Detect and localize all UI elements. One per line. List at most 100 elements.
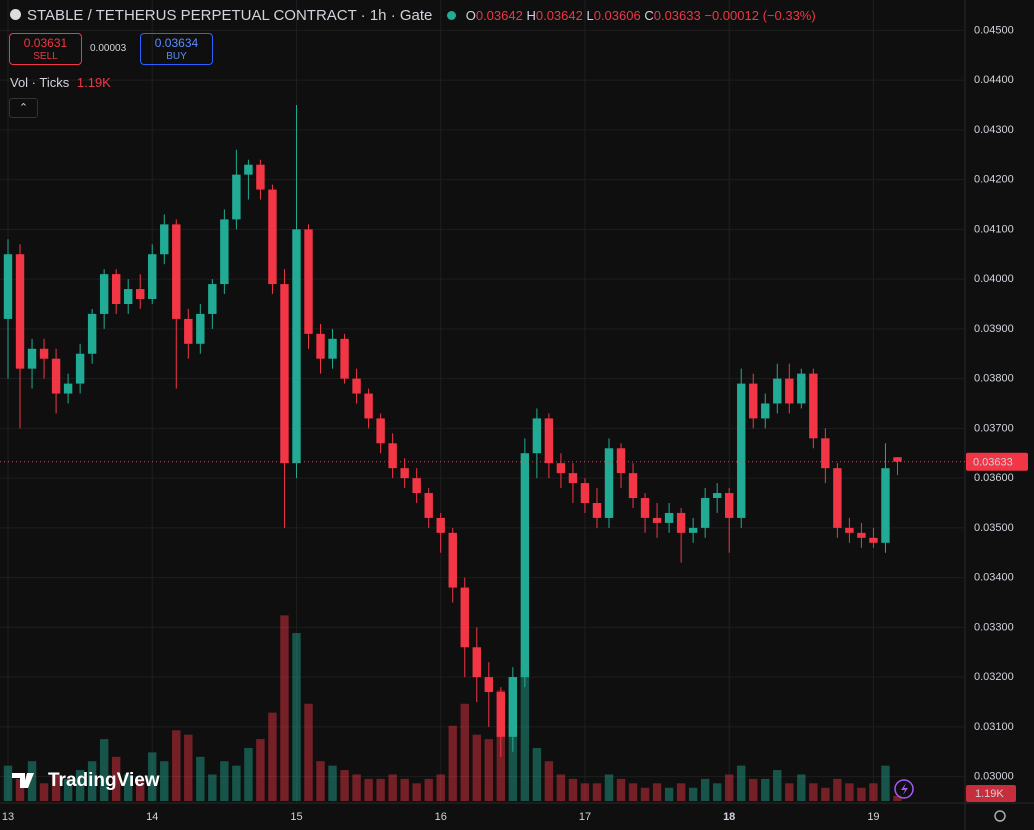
volume-bar [893,795,902,801]
candle-body [797,373,806,404]
buy-price: 0.03634 [154,36,199,50]
candle-body [592,502,602,518]
symbol-title: STABLE / TETHERUS PERPETUAL CONTRACT · 1… [27,7,433,24]
header: STABLE / TETHERUS PERPETUAL CONTRACT · 1… [10,7,816,24]
watermark-logo [12,773,34,788]
volume-bar [172,730,181,801]
volume-bar [448,725,457,801]
candle-body [160,224,169,255]
spread: 0.00003 [90,43,127,54]
legend-key: O [465,8,476,23]
candle-body [448,532,457,588]
candle-body [196,313,205,344]
candle-body [508,677,518,737]
candle-body [580,483,590,503]
volume-bar [111,756,121,801]
candle-body [136,289,145,300]
x-tick-label: 13 [2,811,14,823]
volume-bar [568,778,578,801]
candle-body [15,254,25,369]
candle-body [640,498,650,518]
sell-button[interactable]: 0.03631 SELL [9,33,82,65]
candle-body [316,333,325,359]
volume-legend-label: Vol · Ticks [10,75,70,90]
volume-bar [3,765,13,801]
candle-body [111,274,121,304]
volume-bar [664,787,674,801]
ohlc-legend: O0.03642 H0.03642 L0.03606 C0.03633 −0.0… [466,8,816,23]
volume-bar [39,783,49,801]
status-dot [446,11,456,20]
symbol-icon [10,9,21,20]
candle-body [664,512,674,523]
legend-key: L [586,8,594,23]
candle-body [833,468,842,528]
candle-body [652,517,662,523]
candle-body [544,418,554,464]
volume-bar [87,761,97,801]
candle-body [460,587,469,648]
candle-body [628,473,638,499]
volume-bar [75,770,85,801]
candle-body [604,448,614,518]
volume-bar [628,783,638,801]
volume-bar [364,778,373,801]
y-tick-label: 0.03900 [974,323,1014,335]
volume-bar [520,668,530,801]
x-tick-label: 14 [146,811,158,823]
y-tick-label: 0.03400 [974,572,1014,584]
volume-bar [833,778,842,801]
buy-button[interactable]: 0.03634 BUY [140,33,213,65]
candle-body [376,418,385,444]
candle-body [39,348,49,359]
candle-body [412,478,421,494]
lightning-button[interactable] [894,779,914,799]
candle-body [232,174,241,220]
volume-bar [316,761,325,801]
candle-body [352,378,361,394]
collapse-button[interactable]: ⌃ [9,98,38,118]
volume-bar [676,783,686,801]
volume-bar [556,774,566,801]
candle-body [172,224,181,319]
candle-body [568,473,578,484]
legend-value: 0.03633 [653,8,701,23]
volume-bar [737,765,746,801]
candle-body [51,358,61,394]
candle-body [208,284,217,314]
volume-bar [532,747,542,801]
candle-body [280,284,289,464]
candle-body [712,493,722,499]
volume-bar [809,783,818,801]
volume-bar [749,778,758,801]
x-tick-label: 19 [867,811,879,823]
candle-body [63,383,73,394]
volume-bar [244,747,253,801]
candle-body [749,383,758,419]
candle-body [220,219,229,285]
legend-value: 0.03642 [535,8,583,23]
legend-key: C [644,8,654,23]
last-price-label: 0.03633 [973,457,1013,469]
candle-body [761,403,770,419]
volume-tag [966,785,1016,802]
x-tick-label: 18 [723,811,735,823]
volume-bar [881,765,890,801]
volume-bar [845,783,854,801]
settings-button[interactable] [994,810,1006,822]
x-tick-label: 15 [290,811,302,823]
y-tick-label: 0.03600 [974,472,1014,484]
candle-body [27,348,37,369]
volume-bar [208,774,217,801]
volume-bar [280,615,289,801]
candles [0,104,965,757]
legend-change: −0.00012 [704,8,759,23]
volume-bar [604,774,614,801]
candle-body [400,468,409,479]
candle-body [700,498,710,528]
candle-body [184,318,193,344]
y-tick-label: 0.04500 [974,24,1014,36]
volume-bar [436,774,445,801]
candle-body [809,373,818,439]
candle-body [256,164,265,190]
